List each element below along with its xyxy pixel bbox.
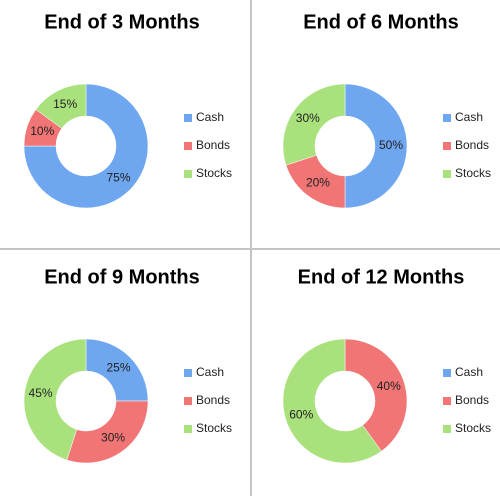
donut-segment (282, 338, 382, 464)
legend-swatch (443, 114, 451, 122)
legend-label: Stocks (196, 421, 232, 435)
data-label: 45% (29, 386, 53, 400)
donut-segment (23, 83, 149, 209)
legend-swatch (184, 369, 192, 377)
donut-segment (344, 338, 408, 452)
data-label: 50% (379, 138, 403, 152)
legend-label: Bonds (196, 393, 230, 407)
legend-label: Stocks (455, 421, 491, 435)
legend-swatch (443, 142, 451, 150)
legend-label: Cash (455, 365, 483, 379)
donut-segment (23, 338, 87, 461)
data-label: 40% (377, 379, 401, 393)
legend-swatch (184, 397, 192, 405)
data-label: 10% (30, 124, 54, 138)
donut-segment (66, 400, 149, 464)
chart-title: End of 3 Months (44, 11, 200, 33)
legend-swatch (184, 170, 192, 178)
legend-label: Bonds (455, 138, 489, 152)
donut-segment (282, 83, 346, 166)
legend-label: Cash (455, 110, 483, 124)
legend-label: Stocks (196, 166, 232, 180)
legend-swatch (184, 114, 192, 122)
donut-segment (344, 83, 408, 209)
data-label: 60% (289, 407, 313, 421)
chart-title: End of 6 Months (303, 11, 459, 33)
legend-label: Cash (196, 365, 224, 379)
chart-title: End of 9 Months (44, 266, 200, 288)
data-label: 25% (107, 361, 131, 375)
legend-swatch (443, 170, 451, 178)
data-label: 30% (296, 111, 320, 125)
legend-swatch (443, 397, 451, 405)
data-label: 20% (306, 175, 330, 189)
legend-label: Cash (196, 110, 224, 124)
legend-swatch (443, 425, 451, 433)
data-label: 15% (53, 97, 77, 111)
chart-title: End of 12 Months (298, 266, 465, 288)
legend-label: Stocks (455, 166, 491, 180)
legend-swatch (443, 369, 451, 377)
data-label: 75% (107, 171, 131, 185)
legend-swatch (184, 425, 192, 433)
legend-label: Bonds (455, 393, 489, 407)
legend-swatch (184, 142, 192, 150)
data-label: 30% (101, 430, 125, 444)
legend-label: Bonds (196, 138, 230, 152)
donut-segment (35, 83, 87, 129)
